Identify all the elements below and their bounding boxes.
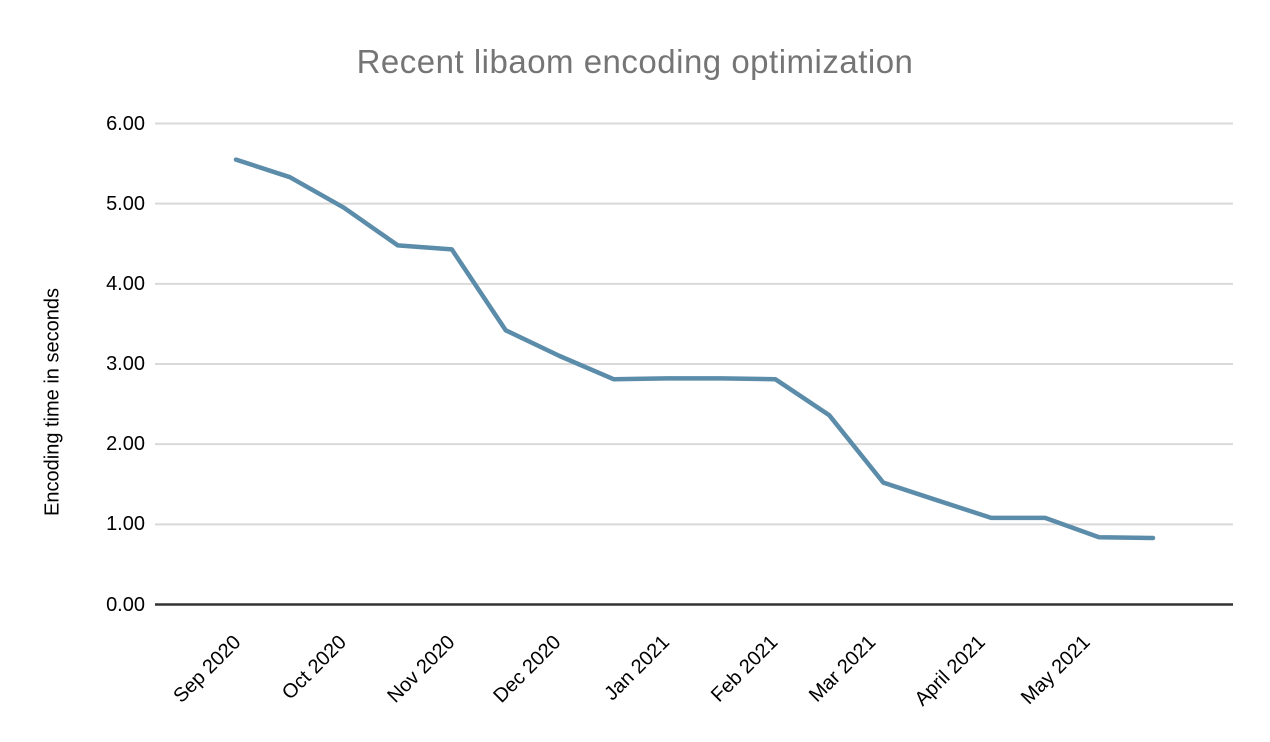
y-tick-label: 3.00 (106, 353, 145, 375)
y-tick-label: 0.00 (106, 593, 145, 616)
y-tick-label: 4.00 (106, 272, 145, 295)
y-tick-label: 5.00 (106, 192, 145, 215)
series-line (233, 157, 1156, 541)
y-tick-label: 1.00 (106, 513, 145, 536)
y-tick-label: 6.00 (106, 112, 145, 135)
y-tick-label: 2.00 (106, 433, 145, 456)
chart-title: Recent libaom encoding optimization (356, 43, 914, 80)
